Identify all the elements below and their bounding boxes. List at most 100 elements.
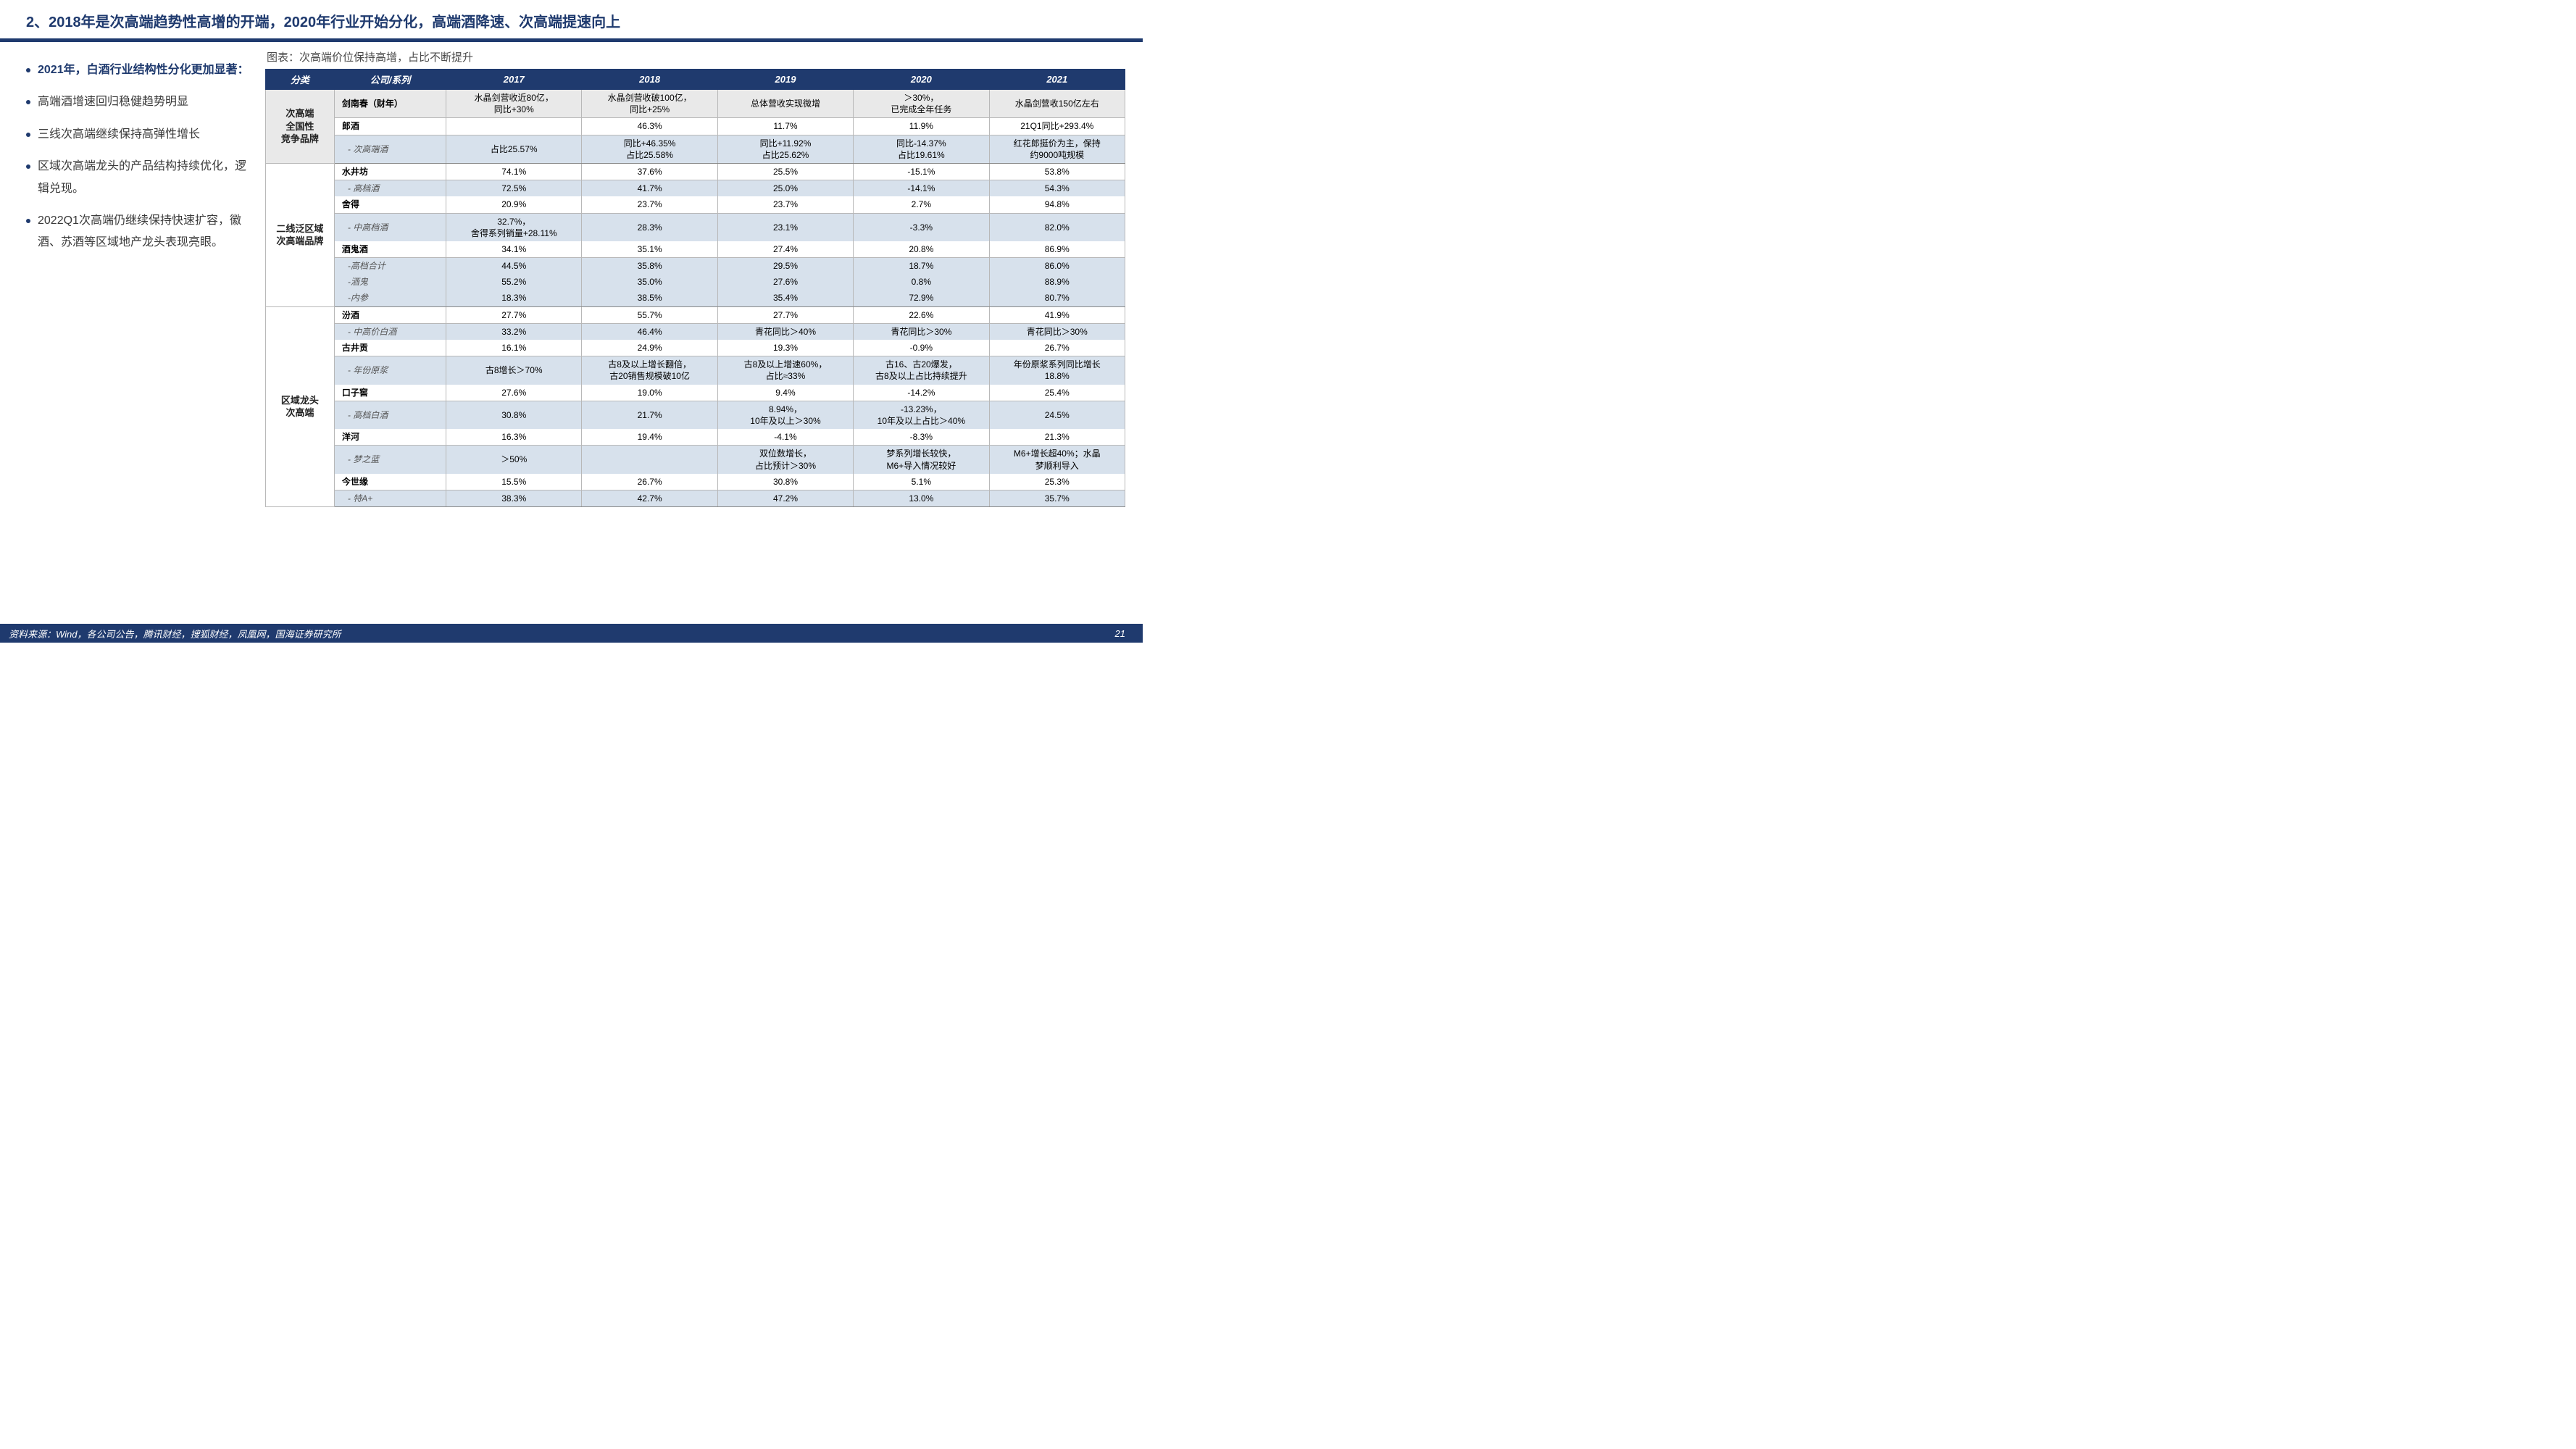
data-cell: 23.7% bbox=[582, 196, 717, 213]
table-row: - 特A+38.3%42.7%47.2%13.0%35.7% bbox=[266, 490, 1125, 506]
data-cell: 水晶剑营收破100亿，同比+25% bbox=[582, 90, 717, 118]
table-header-row: 分类公司/系列20172018201920202021 bbox=[266, 70, 1125, 90]
data-cell: 27.6% bbox=[717, 274, 853, 290]
data-cell: 25.0% bbox=[717, 180, 853, 197]
data-cell: ＞50% bbox=[446, 446, 582, 474]
table-row: 二线泛区域次高端品牌水井坊74.1%37.6%25.5%-15.1%53.8% bbox=[266, 163, 1125, 180]
table-header-cell: 2020 bbox=[854, 70, 989, 90]
data-cell: 23.1% bbox=[717, 213, 853, 241]
data-cell: 29.5% bbox=[717, 258, 853, 275]
data-cell: 82.0% bbox=[989, 213, 1125, 241]
data-cell: 80.7% bbox=[989, 290, 1125, 306]
data-cell: 古8及以上增长翻倍，古20销售规模破10亿 bbox=[582, 356, 717, 385]
data-cell: 35.0% bbox=[582, 274, 717, 290]
data-cell: 30.8% bbox=[446, 401, 582, 429]
data-cell: -13.23%，10年及以上占比＞40% bbox=[854, 401, 989, 429]
data-cell: 8.94%，10年及以上＞30% bbox=[717, 401, 853, 429]
data-cell: 53.8% bbox=[989, 163, 1125, 180]
data-cell: 34.1% bbox=[446, 241, 582, 258]
data-cell: 46.4% bbox=[582, 323, 717, 340]
company-cell: 洋河 bbox=[334, 429, 446, 446]
data-cell bbox=[446, 118, 582, 135]
company-cell: - 中高价白酒 bbox=[334, 323, 446, 340]
bullet-item: 2022Q1次高端仍继续保持快速扩容，徽酒、苏酒等区域地产龙头表现亮眼。 bbox=[26, 210, 255, 254]
footer-bar: 资料来源：Wind，各公司公告，腾讯财经，搜狐财经，凤凰网，国海证券研究所 21 bbox=[0, 624, 1143, 643]
bullet-item: 高端酒增速回归稳健趋势明显 bbox=[26, 91, 255, 113]
data-cell: 青花同比＞30% bbox=[989, 323, 1125, 340]
data-cell: -0.9% bbox=[854, 340, 989, 356]
data-cell: 0.8% bbox=[854, 274, 989, 290]
bullet-dot-icon bbox=[26, 219, 30, 223]
table-header-cell: 2017 bbox=[446, 70, 582, 90]
data-cell: ＞30%，已完成全年任务 bbox=[854, 90, 989, 118]
data-cell: 2.7% bbox=[854, 196, 989, 213]
data-cell: 74.1% bbox=[446, 163, 582, 180]
data-cell: 27.7% bbox=[446, 306, 582, 323]
table-header-cell: 分类 bbox=[266, 70, 335, 90]
data-cell: 44.5% bbox=[446, 258, 582, 275]
table-row: - 中高价白酒33.2%46.4%青花同比＞40%青花同比＞30%青花同比＞30… bbox=[266, 323, 1125, 340]
company-cell: 口子窖 bbox=[334, 385, 446, 401]
data-cell: 27.7% bbox=[717, 306, 853, 323]
data-cell: 青花同比＞40% bbox=[717, 323, 853, 340]
data-cell: 红花郎挺价为主，保持约9000吨规模 bbox=[989, 135, 1125, 163]
data-cell: 27.4% bbox=[717, 241, 853, 258]
data-cell: 42.7% bbox=[582, 490, 717, 506]
data-cell: 32.7%，舍得系列销量+28.11% bbox=[446, 213, 582, 241]
data-cell: 古8及以上增速60%，占比≈33% bbox=[717, 356, 853, 385]
data-cell: 古8增长＞70% bbox=[446, 356, 582, 385]
bullet-item: 区域次高端龙头的产品结构持续优化，逻辑兑现。 bbox=[26, 156, 255, 200]
table-row: 区域龙头次高端汾酒27.7%55.7%27.7%22.6%41.9% bbox=[266, 306, 1125, 323]
company-cell: - 次高端酒 bbox=[334, 135, 446, 163]
category-cell: 次高端全国性竞争品牌 bbox=[266, 90, 335, 164]
data-cell: 16.3% bbox=[446, 429, 582, 446]
data-cell: 35.8% bbox=[582, 258, 717, 275]
bullet-dot-icon bbox=[26, 68, 30, 72]
data-cell: -14.2% bbox=[854, 385, 989, 401]
data-cell: -8.3% bbox=[854, 429, 989, 446]
data-cell: 46.3% bbox=[582, 118, 717, 135]
category-cell: 区域龙头次高端 bbox=[266, 306, 335, 506]
table-row: 酒鬼酒34.1%35.1%27.4%20.8%86.9% bbox=[266, 241, 1125, 258]
data-cell: 24.5% bbox=[989, 401, 1125, 429]
data-cell: 古16、古20爆发，古8及以上占比持续提升 bbox=[854, 356, 989, 385]
data-cell: 72.9% bbox=[854, 290, 989, 306]
table-row: 次高端全国性竞争品牌剑南春（财年）水晶剑营收近80亿，同比+30%水晶剑营收破1… bbox=[266, 90, 1125, 118]
table-row: - 次高端酒占比25.57%同比+46.35%占比25.58%同比+11.92%… bbox=[266, 135, 1125, 163]
company-cell: -酒鬼 bbox=[334, 274, 446, 290]
company-cell: -高档合计 bbox=[334, 258, 446, 275]
data-cell: 同比+11.92%占比25.62% bbox=[717, 135, 853, 163]
category-cell: 二线泛区域次高端品牌 bbox=[266, 163, 335, 306]
data-cell: 26.7% bbox=[582, 474, 717, 490]
company-cell: 酒鬼酒 bbox=[334, 241, 446, 258]
bullet-dot-icon bbox=[26, 100, 30, 104]
data-cell: 47.2% bbox=[717, 490, 853, 506]
data-cell: 18.7% bbox=[854, 258, 989, 275]
data-cell: 55.7% bbox=[582, 306, 717, 323]
bullet-dot-icon bbox=[26, 164, 30, 169]
bullet-text: 高端酒增速回归稳健趋势明显 bbox=[38, 91, 255, 113]
table-row: - 中高档酒32.7%，舍得系列销量+28.11%28.3%23.1%-3.3%… bbox=[266, 213, 1125, 241]
data-cell: 11.9% bbox=[854, 118, 989, 135]
table-row: - 高档白酒30.8%21.7%8.94%，10年及以上＞30%-13.23%，… bbox=[266, 401, 1125, 429]
data-cell: 梦系列增长较快，M6+导入情况较好 bbox=[854, 446, 989, 474]
table-row: 今世缘15.5%26.7%30.8%5.1%25.3% bbox=[266, 474, 1125, 490]
data-cell: 水晶剑营收近80亿，同比+30% bbox=[446, 90, 582, 118]
table-header-cell: 2019 bbox=[717, 70, 853, 90]
table-row: 舍得20.9%23.7%23.7%2.7%94.8% bbox=[266, 196, 1125, 213]
company-cell: 郎酒 bbox=[334, 118, 446, 135]
data-cell: 86.0% bbox=[989, 258, 1125, 275]
footer-source: 资料来源：Wind，各公司公告，腾讯财经，搜狐财经，凤凰网，国海证券研究所 bbox=[9, 627, 341, 640]
table-row: 洋河16.3%19.4%-4.1%-8.3%21.3% bbox=[266, 429, 1125, 446]
chart-caption: 图表：次高端价位保持高增，占比不断提升 bbox=[267, 49, 1125, 64]
data-cell: 11.7% bbox=[717, 118, 853, 135]
company-cell: 汾酒 bbox=[334, 306, 446, 323]
data-cell: 21.3% bbox=[989, 429, 1125, 446]
data-cell: 16.1% bbox=[446, 340, 582, 356]
page-number: 21 bbox=[1115, 628, 1125, 639]
content-area: 2021年，白酒行业结构性分化更加显著：高端酒增速回归稳健趋势明显三线次高端继续… bbox=[0, 42, 1143, 507]
table-row: 郎酒46.3%11.7%11.9%21Q1同比+293.4% bbox=[266, 118, 1125, 135]
data-cell: 55.2% bbox=[446, 274, 582, 290]
data-cell: 22.6% bbox=[854, 306, 989, 323]
bullet-dot-icon bbox=[26, 133, 30, 137]
